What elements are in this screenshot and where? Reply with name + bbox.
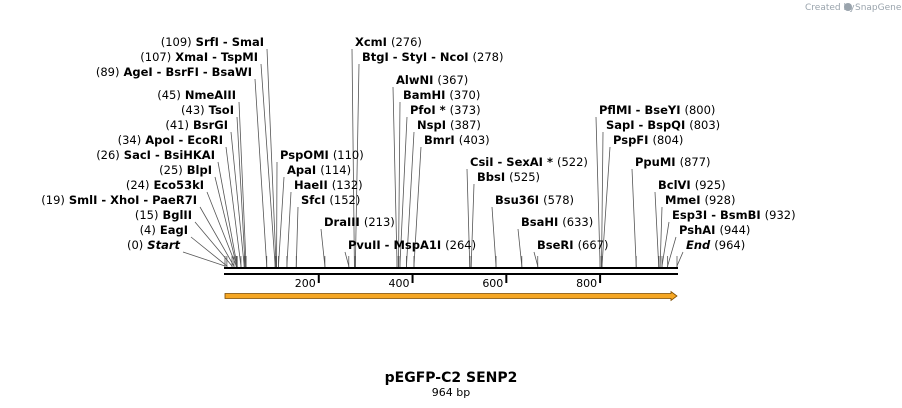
site-leader-line [286, 191, 292, 268]
site-label[interactable]: PfoI * (373) [410, 103, 481, 117]
site-label[interactable]: PflMI - BseYI (800) [599, 103, 715, 117]
scale-tick-label: 200 [295, 277, 316, 290]
site-leader-line [214, 176, 238, 268]
site-label[interactable]: ApaI (114) [287, 163, 351, 177]
site-label[interactable]: PpuMI (877) [635, 155, 711, 169]
site-leader-line [238, 101, 247, 268]
site-label[interactable]: SapI - BspQI (803) [606, 118, 720, 132]
site-label[interactable]: SfcI (152) [301, 193, 360, 207]
site-label[interactable]: (25) BlpI [159, 163, 212, 177]
site-label[interactable]: NspI (387) [417, 118, 481, 132]
site-label[interactable]: End (964) [686, 238, 745, 252]
site-label[interactable]: CsiI - SexAI * (522) [470, 155, 588, 169]
snapgene-logo-icon [844, 3, 852, 11]
site-leader-line [491, 206, 497, 268]
plasmid-length: 964 bp [432, 386, 470, 399]
site-label[interactable]: MmeI (928) [665, 193, 735, 207]
site-leader-line [182, 251, 226, 268]
site-label[interactable]: BtgI - StyI - NcoI (278) [362, 50, 503, 64]
site-leader-line [631, 168, 637, 268]
feature-track [224, 290, 678, 302]
site-leader-line [676, 251, 684, 268]
site-leader-line [466, 168, 471, 268]
site-label[interactable]: BseRI (667) [537, 238, 609, 252]
site-label[interactable]: PshAI (944) [679, 223, 750, 237]
site-labels: (109) SrfI - SmaI(107) XmaI - TspMI(89) … [41, 35, 795, 252]
site-label[interactable]: BmrI (403) [424, 133, 490, 147]
scale-ticks: 200 400 600 800 [295, 274, 602, 290]
site-leader-line [320, 228, 326, 268]
site-label[interactable]: AlwNI (367) [396, 73, 468, 87]
site-label[interactable]: Bsu36I (578) [495, 193, 574, 207]
site-leader-line [278, 176, 285, 268]
feature-arrow[interactable] [224, 290, 678, 302]
site-label[interactable]: Esp3I - BsmBI (932) [672, 208, 796, 222]
site-leader-line [470, 183, 475, 268]
site-leader-line [266, 48, 277, 268]
site-label[interactable]: (15) BglII [135, 208, 192, 222]
site-label[interactable]: BsaHI (633) [521, 215, 593, 229]
site-label[interactable]: HaeII (132) [294, 178, 363, 192]
site-label[interactable]: BclVI (925) [658, 178, 726, 192]
site-label[interactable]: (26) SacI - BsiHKAI [96, 148, 215, 162]
scale-tick-label: 800 [576, 277, 597, 290]
scale-tick-label: 600 [482, 277, 503, 290]
site-leader-line [260, 63, 276, 268]
credit-text: Created by [805, 3, 855, 13]
scale-tick-label: 400 [389, 277, 410, 290]
plasmid-name: pEGFP-C2 SENP2 [385, 370, 518, 386]
site-label[interactable]: (34) ApoI - EcoRI [118, 133, 223, 147]
site-label[interactable]: (107) XmaI - TspMI [140, 50, 258, 64]
site-label[interactable]: (45) NmeAIII [157, 88, 236, 102]
site-leader-line [517, 228, 523, 268]
credit-brand: SnapGene [855, 3, 902, 13]
site-leader-line [667, 236, 677, 268]
site-label[interactable]: (109) SrfI - SmaI [161, 35, 264, 49]
site-label[interactable]: (24) Eco53kI [126, 178, 204, 192]
site-label[interactable]: PspOMI (110) [280, 148, 364, 162]
site-label[interactable]: (0) Start [127, 238, 181, 252]
site-label[interactable]: BbsI (525) [477, 170, 540, 184]
site-label[interactable]: (43) TsoI [181, 103, 234, 117]
site-label[interactable]: PspFI (804) [613, 133, 683, 147]
site-label[interactable]: XcmI (276) [355, 35, 422, 49]
site-leader-line [654, 191, 660, 268]
site-label[interactable]: (19) SmlI - XhoI - PaeR7I [41, 193, 197, 207]
site-label[interactable]: DraIII (213) [324, 215, 395, 229]
site-leader-line [254, 78, 268, 268]
site-label[interactable]: (89) AgeI - BsrFI - BsaWI [96, 65, 252, 79]
site-label[interactable]: BamHI (370) [403, 88, 480, 102]
site-label[interactable]: (4) EagI [140, 223, 188, 237]
site-label[interactable]: (41) BsrGI [165, 118, 228, 132]
site-label[interactable]: PvuII - MspA1I (264) [348, 238, 476, 252]
site-leader-line [344, 251, 350, 268]
site-leader-line [533, 251, 539, 268]
site-leader-line [190, 236, 228, 268]
